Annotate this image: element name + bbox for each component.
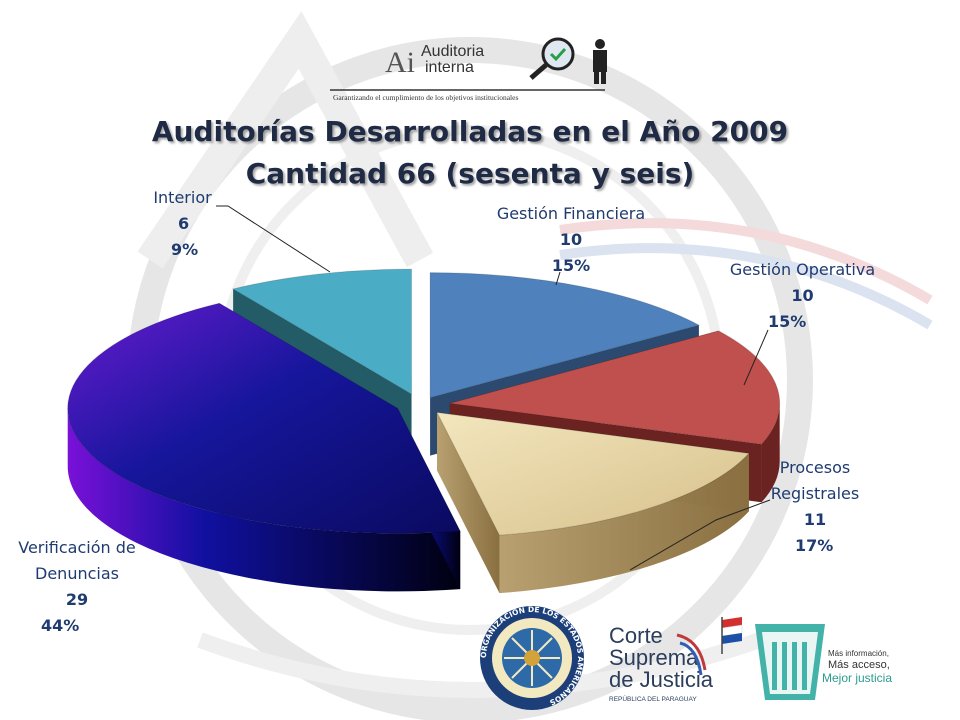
leader-interior: [216, 205, 331, 273]
mj-line1: Más información,: [828, 649, 889, 658]
label-operativa-pct: 15%: [768, 312, 807, 331]
slice-procesos-registrales-face-end: [437, 412, 500, 594]
label-verificacion-denuncias: Verificación de Denuncias 29 44%: [2, 535, 152, 639]
chart-subtitle: Cantidad 66 (sesenta y seis): [245, 157, 695, 190]
mejor-justicia-logo: Más información, Más acceso, Mejor justi…: [755, 624, 892, 700]
corte-line2: Suprema: [609, 645, 699, 670]
person-icon: [593, 39, 607, 84]
corte-suprema-logo: Corte Suprema de Justicia REPÚBLICA DEL …: [609, 623, 714, 703]
label-denuncias-value: 29: [65, 590, 89, 609]
label-procesos-value: 11: [803, 510, 827, 529]
slice-verificacion-denuncias-rim: [67, 408, 461, 592]
magnifier-icon: [529, 37, 575, 80]
logo-line2: interna: [425, 59, 474, 76]
slice-gestion-financiera: [429, 272, 701, 399]
oas-seal-logo: ORGANIZACION DE LOS ESTADOS AMERICANOS: [479, 605, 585, 710]
auditoria-logo: Ai Auditoria interna Garantizando el cum…: [330, 37, 607, 102]
label-interior: Interior 6 9%: [140, 185, 225, 263]
flag-icon: [721, 617, 743, 654]
label-operativa-value: 10: [791, 286, 814, 305]
label-procesos-pct: 17%: [795, 536, 834, 555]
label-interior-name: Interior: [153, 188, 212, 207]
label-procesos-line2: Registrales: [770, 484, 860, 503]
slice-verificacion-denuncias: [67, 302, 461, 534]
corte-line1: Corte: [609, 623, 663, 648]
logo-line1: Auditoria: [421, 43, 484, 60]
label-financiera-pct: 15%: [551, 256, 591, 275]
leader-procesos: [629, 499, 771, 571]
leader-financiera: [555, 271, 561, 286]
label-interior-value: 6: [178, 214, 190, 233]
label-procesos-line1: Procesos: [779, 458, 851, 477]
label-procesos-registrales: Procesos Registrales 11 17%: [755, 455, 875, 559]
chart-title: Auditorías Desarrolladas en el Año 2009: [151, 115, 789, 148]
label-gestion-financiera: Gestión Financiera 10 15%: [476, 201, 666, 279]
corte-line3: de Justicia: [609, 667, 714, 692]
logo-tagline: Garantizando el cumplimiento de los obje…: [333, 93, 518, 102]
label-gestion-operativa: Gestión Operativa 10 15%: [710, 257, 895, 335]
label-denuncias-line2: Denuncias: [35, 564, 119, 583]
leader-operativa: [743, 329, 769, 386]
label-financiera-name: Gestión Financiera: [496, 204, 646, 223]
label-interior-pct: 9%: [171, 240, 199, 259]
corte-sub: REPÚBLICA DEL PARAGUAY: [609, 694, 697, 703]
slice-interior: [231, 268, 413, 395]
label-operativa-name: Gestión Operativa: [729, 260, 876, 279]
label-financiera-value: 10: [559, 230, 583, 249]
label-denuncias-line1: Verificación de: [18, 538, 136, 557]
slice-gestion-operativa-rim: [761, 403, 780, 503]
slice-procesos-registrales: [436, 411, 750, 536]
slice-gestion-operativa: [449, 330, 781, 445]
mj-line2: Más acceso,: [828, 659, 890, 671]
mj-line3: Mejor justicia: [822, 671, 892, 685]
slice-procesos-registrales-rim: [499, 453, 749, 594]
label-denuncias-pct: 44%: [41, 616, 80, 635]
logo-letters: Ai: [385, 46, 415, 79]
